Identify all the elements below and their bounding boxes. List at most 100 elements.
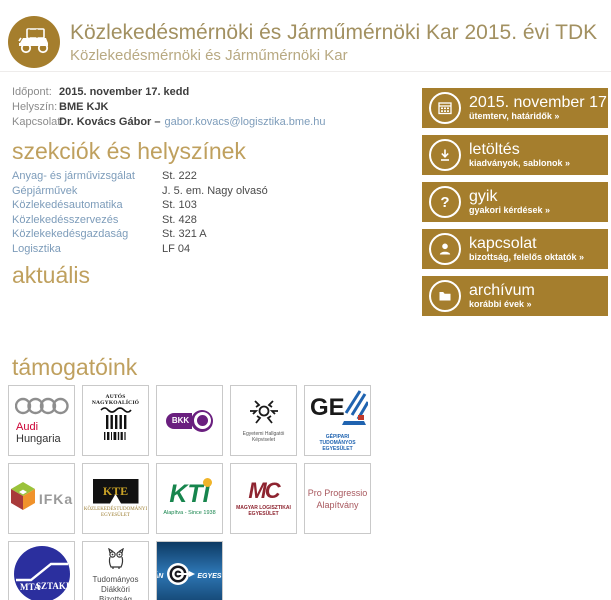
sections-list: Anyag- és járművizsgálat St. 222 Gépjárm… — [12, 169, 268, 256]
section-row: Közlekedésautomatika St. 103 — [12, 198, 268, 213]
question-icon: ? — [429, 186, 461, 218]
sidebar-button-gyik[interactable]: ? gyik gyakori kérdések » — [422, 182, 608, 222]
ifka-cube-icon — [10, 481, 36, 516]
section-row: Gépjárművek J. 5. em. Nagy olvasó — [12, 184, 268, 199]
sponsor-label: EGYESÜLÉS — [197, 573, 222, 580]
sidebar-button-kapcsolat[interactable]: kapcsolat bizottság, felelős oktatók » — [422, 229, 608, 269]
sponsor-tdb[interactable]: Tudományos Diákköri Bizottság — [82, 541, 149, 600]
section-link[interactable]: Közlekedésszervezés — [12, 213, 119, 226]
sponsor-label: Pro Progressio — [307, 487, 368, 498]
sponsor-audi-hungaria[interactable]: Audi Hungaria — [8, 385, 75, 456]
section-link[interactable]: Anyag- és járművizsgálat — [12, 170, 135, 182]
helyszin-label: Helyszín: — [12, 101, 58, 113]
audi-rings-icon — [14, 396, 69, 421]
vintage-car-icon — [16, 25, 52, 60]
sponsor-mta-sztaki[interactable]: MTA SZTAKI — [8, 541, 75, 600]
calendar-icon — [429, 92, 461, 124]
sponsor-grid: Audi Hungaria AUTÓS NAGYKOALÍCIÓ — [8, 385, 371, 600]
section-row: Közlekekedésgazdaság St. 321 A — [12, 227, 268, 242]
section-location: St. 222 — [162, 170, 197, 182]
event-info: Időpont: 2015. november 17. kedd Helyszí… — [12, 85, 325, 130]
sidebar-button-subtitle: kiadványok, sablonok » — [469, 158, 571, 168]
sponsor-label: Audi — [16, 421, 39, 433]
idopont-value: 2015. november 17. kedd — [59, 86, 190, 98]
download-icon — [429, 139, 461, 171]
sponsor-label: Bizottság — [99, 595, 132, 600]
sponsor-label: IFKa — [38, 490, 74, 507]
sidebar-button-letoltes[interactable]: letöltés kiadványok, sablonok » — [422, 135, 608, 175]
sidebar-button-subtitle: bizottság, felelős oktatók » — [469, 252, 585, 262]
section-row: Logisztika LF 04 — [12, 242, 268, 257]
kte-emblem: KTE — [92, 478, 139, 504]
site-logo[interactable] — [8, 16, 60, 68]
sponsor-label: MAGYAR LOGISZTIKAI — [236, 505, 291, 511]
sidebar-button-subtitle: gyakori kérdések » — [469, 205, 551, 215]
section-location: St. 428 — [162, 213, 197, 226]
mle-letters: MC — [248, 478, 280, 503]
sponsor-label: VOLÁN — [157, 573, 164, 580]
bkk-wheel-icon — [191, 409, 214, 432]
sztaki-logo: MTA SZTAKI — [13, 545, 71, 600]
sponsor-kte[interactable]: KTE KÖZLEKEDÉSTUDOMÁNYI EGYESÜLET — [82, 463, 149, 534]
sponsor-label: Tudományos — [92, 575, 139, 584]
aktualis-heading: aktuális — [12, 262, 90, 288]
idopont-label: Időpont: — [12, 86, 52, 98]
sponsor-ehk[interactable]: Egyetemi Hallgatói Képviselet — [230, 385, 297, 456]
section-location: St. 321 A — [162, 228, 207, 240]
page-subtitle: Közlekedésmérnöki és Járműmérnöki Kar — [70, 47, 348, 64]
sponsor-label: Alapítva - Since 1938 — [163, 509, 216, 516]
sidebar-button-title: gyik — [469, 188, 498, 205]
sponsor-label: Egyetemi Hallgatói Képviselet — [242, 431, 285, 443]
sponsor-label: Hungaria — [16, 433, 61, 445]
owl-icon — [105, 547, 127, 575]
target-arrow-icon — [165, 559, 196, 594]
sponsor-kti[interactable]: KTI Alapítva - Since 1938 — [156, 463, 223, 534]
sponsor-label: BKK — [165, 412, 193, 429]
section-link[interactable]: Közlekedésautomatika — [12, 199, 123, 211]
kapcsolat-value: Dr. Kovács Gábor – — [59, 116, 161, 128]
sidebar-button-utemterv[interactable]: 2015. november 17. ütemterv, határidők » — [422, 88, 608, 128]
sponsor-label: Diákköri — [101, 585, 130, 594]
section-link[interactable]: Logisztika — [12, 242, 61, 255]
sponsor-bkk[interactable]: BKK — [156, 385, 223, 456]
info-row-kapcsolat: Kapcsolat: Dr. Kovács Gábor – gabor.kova… — [12, 115, 325, 130]
sidebar-button-title: kapcsolat — [469, 235, 537, 252]
sections-heading: szekciók és helyszínek — [12, 138, 246, 164]
sponsor-label: AUTÓS NAGYKOALÍCIÓ — [91, 394, 140, 406]
svg-text:MTA: MTA — [20, 582, 41, 592]
sponsor-mle[interactable]: MC MAGYAR LOGISZTIKAI EGYESÜLET — [230, 463, 297, 534]
sponsor-label: KÖZLEKEDÉSTUDOMÁNYI — [83, 506, 148, 512]
sidebar-button-title: 2015. november 17. — [469, 94, 608, 111]
contact-email-link[interactable]: gabor.kovacs@logisztika.bme.hu — [164, 116, 326, 128]
sidebar-button-subtitle: korábbi évek » — [469, 299, 532, 309]
sponsor-label: EGYESÜLET — [101, 512, 130, 518]
person-icon — [429, 233, 461, 265]
info-row-helyszin: Helyszín: BME KJK — [12, 100, 325, 115]
section-location: St. 103 — [162, 199, 197, 211]
section-row: Anyag- és járművizsgálat St. 222 — [12, 169, 268, 184]
sidebar-button-subtitle: ütemterv, határidők » — [469, 111, 560, 121]
folder-icon — [429, 280, 461, 312]
sponsor-autos-nagykoalicio[interactable]: AUTÓS NAGYKOALÍCIÓ — [82, 385, 149, 456]
sponsor-gte[interactable]: GE GÉPIPARI TUDOMÁNYOS EGYESÜLET — [304, 385, 371, 456]
helyszin-value: BME KJK — [59, 101, 109, 113]
sponsor-pro-progressio[interactable]: Pro Progressio Alapítvány — [304, 463, 371, 534]
sponsor-label: EGYESÜLET — [322, 446, 353, 452]
sponsor-label: TUDOMÁNYOS — [319, 440, 356, 446]
sidebar-button-title: letöltés — [469, 141, 520, 158]
sidebar-button-archivum[interactable]: archívum korábbi évek » — [422, 276, 608, 316]
sponsors-heading: támogatóink — [12, 354, 138, 380]
bkk-logo: BKK — [165, 409, 214, 432]
section-link[interactable]: Közlekekedésgazdaság — [12, 228, 129, 240]
page-title: Közlekedésmérnöki és Járműmérnöki Kar 20… — [70, 21, 598, 44]
header-divider — [0, 71, 611, 72]
sponsor-ifka[interactable]: IFKa — [8, 463, 75, 534]
sponsor-volan-egyesules[interactable]: VOLÁN EGYESÜLÉS — [156, 541, 223, 600]
section-link[interactable]: Gépjárművek — [12, 184, 78, 197]
info-row-idopont: Időpont: 2015. november 17. kedd — [12, 85, 325, 100]
svg-text:SZTAKI: SZTAKI — [36, 581, 70, 591]
sponsor-label: EGYESÜLET — [248, 511, 279, 517]
ehk-emblem-icon — [247, 398, 281, 431]
kapcsolat-label: Kapcsolat: — [12, 116, 64, 128]
